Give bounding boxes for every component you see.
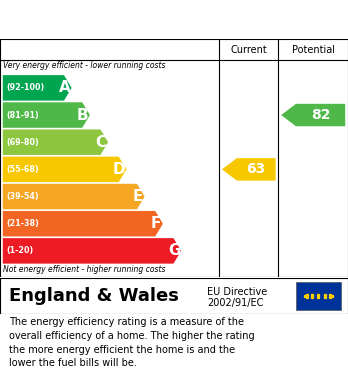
Text: A: A [59, 81, 71, 95]
Text: (69-80): (69-80) [6, 138, 39, 147]
Polygon shape [3, 184, 145, 209]
Text: (21-38): (21-38) [6, 219, 39, 228]
Text: (92-100): (92-100) [6, 83, 45, 92]
Polygon shape [3, 238, 181, 264]
Text: England & Wales: England & Wales [9, 287, 179, 305]
Text: C: C [96, 135, 107, 150]
Bar [296, 282, 341, 310]
Polygon shape [3, 129, 108, 155]
Polygon shape [3, 211, 163, 237]
Text: (1-20): (1-20) [6, 246, 33, 255]
Text: E: E [133, 189, 143, 204]
Text: EU Directive: EU Directive [207, 287, 267, 297]
Text: Potential: Potential [292, 45, 335, 55]
Polygon shape [3, 102, 90, 128]
Text: F: F [151, 216, 161, 231]
Text: 2002/91/EC: 2002/91/EC [207, 298, 263, 308]
Polygon shape [222, 158, 276, 181]
Polygon shape [3, 157, 126, 182]
Text: Not energy efficient - higher running costs: Not energy efficient - higher running co… [3, 265, 165, 274]
Text: D: D [113, 162, 126, 177]
Text: Energy Efficiency Rating: Energy Efficiency Rating [9, 10, 238, 28]
Text: Current: Current [230, 45, 267, 55]
Text: 82: 82 [311, 108, 330, 122]
Polygon shape [3, 75, 72, 100]
Text: (39-54): (39-54) [6, 192, 39, 201]
Text: B: B [77, 108, 89, 122]
Text: (55-68): (55-68) [6, 165, 39, 174]
Text: The energy efficiency rating is a measure of the
overall efficiency of a home. T: The energy efficiency rating is a measur… [9, 317, 254, 368]
Text: (81-91): (81-91) [6, 111, 39, 120]
Polygon shape [281, 104, 345, 126]
Text: G: G [168, 243, 180, 258]
Text: Very energy efficient - lower running costs: Very energy efficient - lower running co… [3, 61, 165, 70]
Text: 63: 63 [247, 162, 266, 176]
